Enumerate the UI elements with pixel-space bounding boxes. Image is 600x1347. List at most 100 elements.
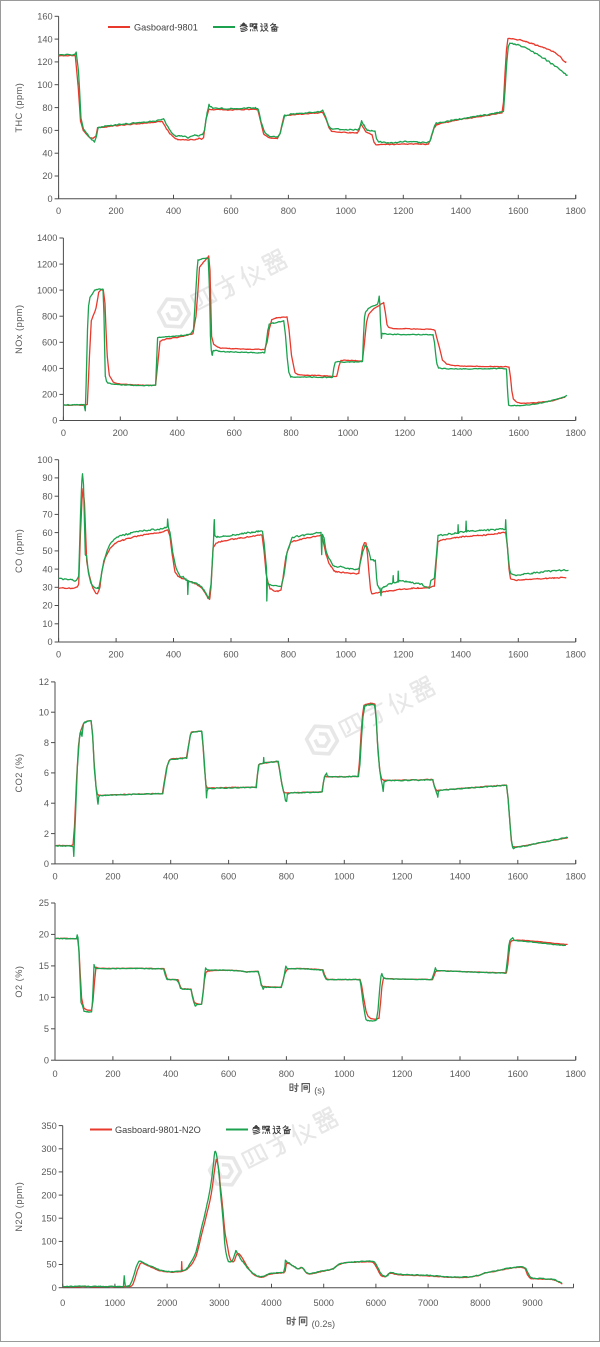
svg-text:CO (ppm): CO (ppm) <box>14 529 24 573</box>
svg-text:1000: 1000 <box>334 871 354 881</box>
svg-text:1800: 1800 <box>565 428 585 438</box>
svg-text:600: 600 <box>223 649 238 659</box>
svg-text:1600: 1600 <box>508 206 528 216</box>
svg-text:100: 100 <box>37 455 52 465</box>
svg-text:20: 20 <box>39 930 49 940</box>
svg-text:1400: 1400 <box>450 1069 470 1079</box>
svg-text:N2O (ppm): N2O (ppm) <box>14 1182 24 1232</box>
svg-text:1600: 1600 <box>508 649 528 659</box>
svg-text:600: 600 <box>221 871 236 881</box>
svg-text:60: 60 <box>42 528 52 538</box>
svg-text:8000: 8000 <box>470 1298 490 1308</box>
svg-text:2000: 2000 <box>157 1298 177 1308</box>
svg-text:0: 0 <box>52 1069 57 1079</box>
svg-text:6: 6 <box>44 768 49 778</box>
svg-text:400: 400 <box>163 871 178 881</box>
svg-text:100: 100 <box>41 1237 56 1247</box>
svg-text:NOx (ppm): NOx (ppm) <box>14 304 24 353</box>
svg-text:10: 10 <box>42 619 52 629</box>
svg-text:4: 4 <box>44 798 49 808</box>
svg-text:0: 0 <box>47 194 52 204</box>
svg-text:800: 800 <box>279 871 294 881</box>
svg-text:250: 250 <box>41 1167 56 1177</box>
svg-text:5000: 5000 <box>313 1298 333 1308</box>
svg-text:40: 40 <box>42 148 52 158</box>
svg-text:350: 350 <box>41 1121 56 1131</box>
svg-text:800: 800 <box>281 206 296 216</box>
svg-text:0: 0 <box>44 1055 49 1065</box>
svg-text:800: 800 <box>42 311 57 321</box>
svg-text:(0.2s): (0.2s) <box>312 1319 336 1329</box>
svg-text:1000: 1000 <box>105 1298 125 1308</box>
svg-text:800: 800 <box>281 649 296 659</box>
svg-text:1000: 1000 <box>336 649 356 659</box>
svg-text:1800: 1800 <box>565 1069 585 1079</box>
svg-text:10: 10 <box>39 707 49 717</box>
svg-text:400: 400 <box>170 428 185 438</box>
svg-text:1000: 1000 <box>338 428 358 438</box>
svg-text:5: 5 <box>44 1024 49 1034</box>
svg-text:THC (ppm): THC (ppm) <box>14 83 24 133</box>
svg-text:30: 30 <box>42 583 52 593</box>
svg-text:150: 150 <box>41 1213 56 1223</box>
svg-text:50: 50 <box>46 1260 56 1270</box>
svg-text:20: 20 <box>42 601 52 611</box>
svg-text:6000: 6000 <box>366 1298 386 1308</box>
svg-text:400: 400 <box>166 206 181 216</box>
svg-text:80: 80 <box>42 103 52 113</box>
svg-text:0: 0 <box>52 871 57 881</box>
svg-text:800: 800 <box>279 1069 294 1079</box>
svg-text:20: 20 <box>42 171 52 181</box>
svg-text:0: 0 <box>56 206 61 216</box>
svg-text:160: 160 <box>37 12 52 22</box>
svg-text:1200: 1200 <box>392 1069 412 1079</box>
svg-text:3000: 3000 <box>209 1298 229 1308</box>
svg-text:9000: 9000 <box>522 1298 542 1308</box>
svg-text:70: 70 <box>42 510 52 520</box>
svg-text:120: 120 <box>37 57 52 67</box>
svg-text:200: 200 <box>113 428 128 438</box>
svg-text:1200: 1200 <box>393 206 413 216</box>
svg-text:300: 300 <box>41 1144 56 1154</box>
svg-text:80: 80 <box>42 491 52 501</box>
svg-text:400: 400 <box>42 364 57 374</box>
svg-text:1400: 1400 <box>451 649 471 659</box>
svg-text:Gasboard-9801-N2O: Gasboard-9801-N2O <box>115 1125 201 1135</box>
svg-text:1600: 1600 <box>509 428 529 438</box>
svg-text:100: 100 <box>37 80 52 90</box>
svg-text:1200: 1200 <box>37 259 57 269</box>
svg-text:40: 40 <box>42 564 52 574</box>
svg-text:50: 50 <box>42 546 52 556</box>
svg-text:0: 0 <box>61 428 66 438</box>
svg-text:90: 90 <box>42 473 52 483</box>
svg-text:140: 140 <box>37 34 52 44</box>
svg-text:60: 60 <box>42 126 52 136</box>
svg-text:1600: 1600 <box>508 1069 528 1079</box>
svg-text:400: 400 <box>163 1069 178 1079</box>
svg-text:Gasboard-9801: Gasboard-9801 <box>134 22 198 32</box>
svg-text:200: 200 <box>108 206 123 216</box>
svg-text:1000: 1000 <box>336 206 356 216</box>
svg-text:1000: 1000 <box>334 1069 354 1079</box>
svg-text:600: 600 <box>42 338 57 348</box>
svg-text:25: 25 <box>39 898 49 908</box>
svg-text:0: 0 <box>44 859 49 869</box>
svg-text:0: 0 <box>60 1298 65 1308</box>
svg-text:1400: 1400 <box>37 233 57 243</box>
svg-text:1200: 1200 <box>393 649 413 659</box>
svg-text:200: 200 <box>108 649 123 659</box>
svg-text:200: 200 <box>105 1069 120 1079</box>
svg-text:0: 0 <box>56 649 61 659</box>
svg-text:O2 (%): O2 (%) <box>14 966 24 998</box>
svg-text:8: 8 <box>44 738 49 748</box>
svg-text:1400: 1400 <box>452 428 472 438</box>
svg-text:4000: 4000 <box>261 1298 281 1308</box>
svg-text:1800: 1800 <box>565 871 585 881</box>
svg-text:(s): (s) <box>314 1086 325 1096</box>
svg-text:2: 2 <box>44 829 49 839</box>
svg-text:600: 600 <box>221 1069 236 1079</box>
svg-text:1800: 1800 <box>565 206 585 216</box>
svg-text:600: 600 <box>227 428 242 438</box>
svg-text:0: 0 <box>52 1283 57 1293</box>
svg-text:0: 0 <box>52 416 57 426</box>
